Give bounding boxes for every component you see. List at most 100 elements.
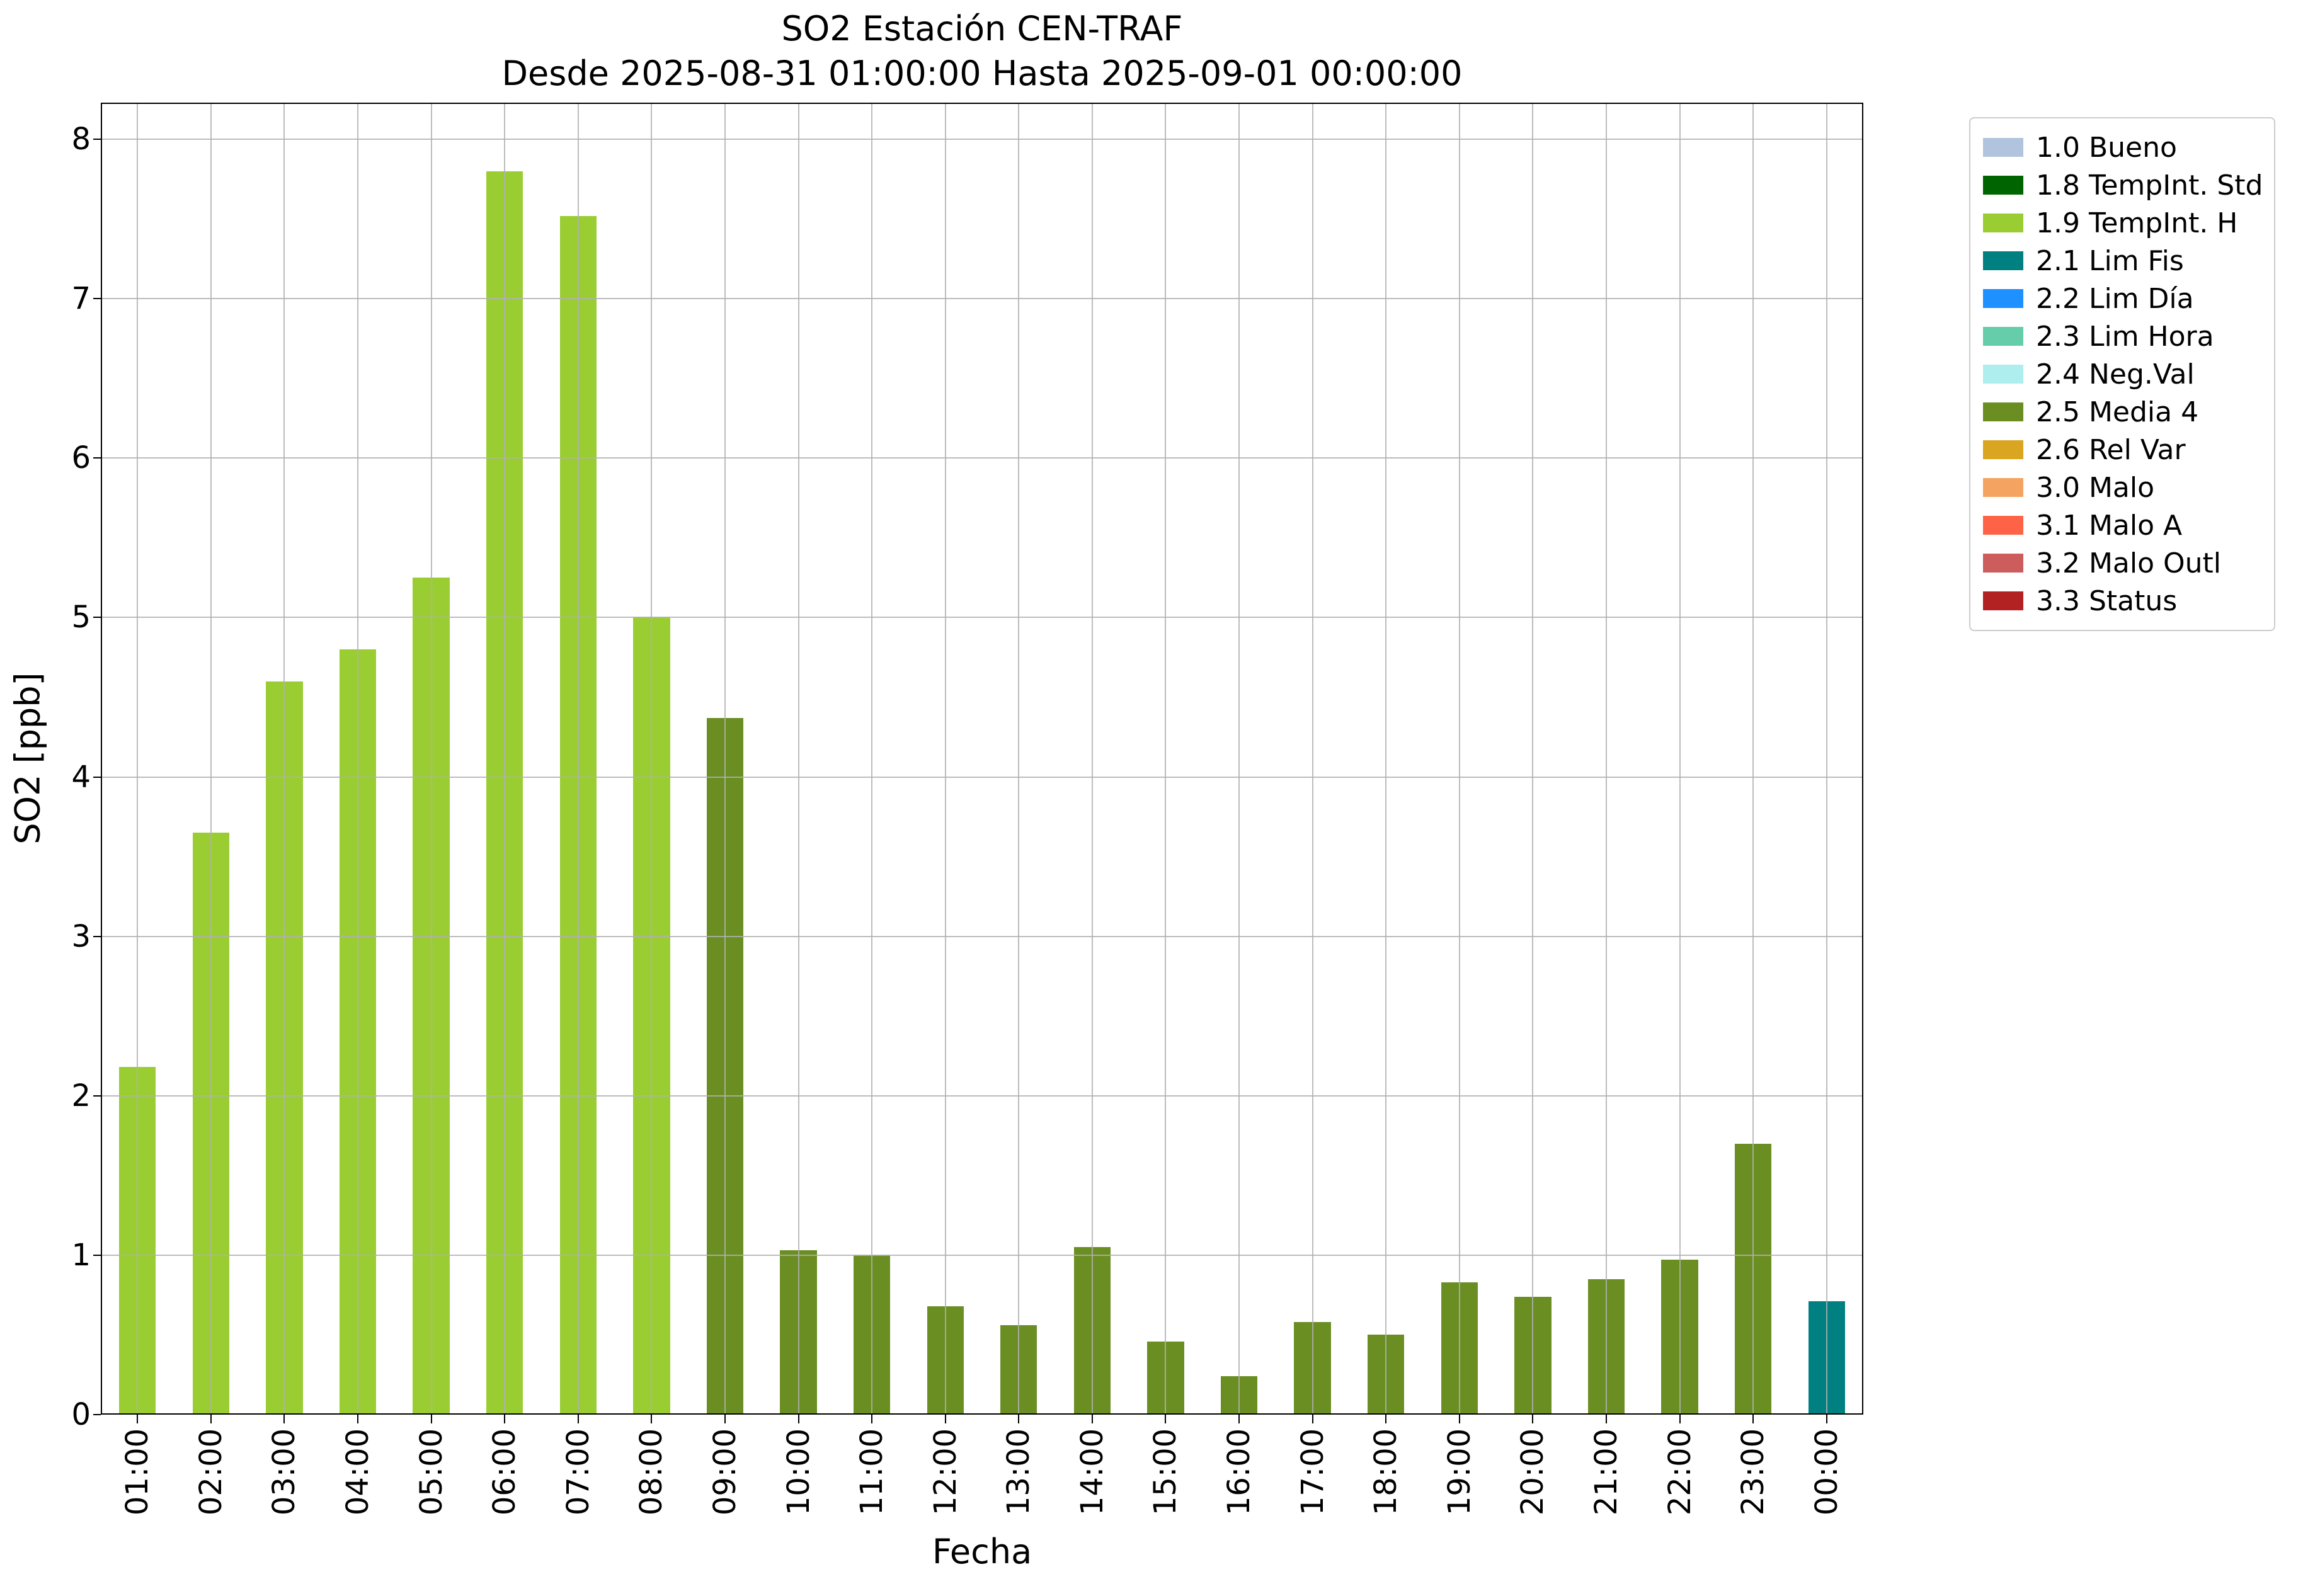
y-tick-label: 5 xyxy=(71,600,91,636)
x-tick xyxy=(504,1415,506,1423)
legend-swatch xyxy=(1983,516,2023,535)
legend-item: 3.0 Malo xyxy=(1983,469,2261,506)
x-tick-label: 06:00 xyxy=(487,1428,523,1516)
x-tick-label: 16:00 xyxy=(1221,1428,1257,1516)
x-tick xyxy=(724,1415,726,1423)
legend-swatch xyxy=(1983,176,2023,195)
x-tick xyxy=(137,1415,139,1423)
x-tick xyxy=(1826,1415,1827,1423)
bar xyxy=(1808,1301,1845,1415)
legend-swatch xyxy=(1983,327,2023,346)
bar xyxy=(1587,1279,1625,1415)
v-gridline xyxy=(1458,103,1460,1415)
y-tick-label: 7 xyxy=(71,281,91,317)
v-gridline xyxy=(797,103,799,1415)
x-axis-label: Fecha xyxy=(932,1532,1032,1571)
legend-swatch xyxy=(1983,289,2023,308)
legend-label: 2.6 Rel Var xyxy=(2036,433,2186,466)
legend-swatch xyxy=(1983,440,2023,459)
v-gridline xyxy=(1826,103,1827,1415)
h-gridline xyxy=(101,617,1863,618)
bar xyxy=(486,171,523,1415)
v-gridline xyxy=(1605,103,1607,1415)
bar xyxy=(633,617,670,1415)
x-tick xyxy=(871,1415,873,1423)
legend-label: 1.0 Bueno xyxy=(2036,131,2177,164)
legend-item: 2.2 Lim Día xyxy=(1983,280,2261,317)
legend-item: 2.3 Lim Hora xyxy=(1983,317,2261,355)
x-tick xyxy=(1238,1415,1240,1423)
legend-swatch xyxy=(1983,402,2023,421)
bar xyxy=(266,681,303,1415)
bar xyxy=(927,1306,964,1415)
y-tick-label: 4 xyxy=(71,759,91,795)
legend-swatch xyxy=(1983,554,2023,573)
x-tick-label: 12:00 xyxy=(927,1428,963,1516)
legend-item: 2.6 Rel Var xyxy=(1983,431,2261,469)
x-tick-label: 10:00 xyxy=(780,1428,816,1516)
bar xyxy=(192,833,229,1415)
v-gridline xyxy=(1091,103,1093,1415)
legend-swatch xyxy=(1983,478,2023,497)
y-tick-label: 8 xyxy=(71,122,91,157)
x-tick-label: 03:00 xyxy=(266,1428,302,1516)
bar xyxy=(1073,1247,1111,1415)
legend-item: 2.1 Lim Fis xyxy=(1983,242,2261,280)
legend-label: 3.3 Status xyxy=(2036,584,2178,617)
y-tick xyxy=(93,457,101,459)
y-tick-label: 6 xyxy=(71,440,91,476)
x-tick-label: 15:00 xyxy=(1148,1428,1184,1516)
x-tick-label: 02:00 xyxy=(193,1428,229,1516)
bar xyxy=(1514,1296,1552,1415)
legend-label: 1.9 TempInt. H xyxy=(2036,207,2238,239)
y-tick-label: 2 xyxy=(71,1078,91,1114)
bar xyxy=(706,717,744,1415)
x-tick xyxy=(430,1415,432,1423)
x-tick-label: 09:00 xyxy=(707,1428,743,1516)
v-gridline xyxy=(944,103,946,1415)
bar xyxy=(339,649,377,1415)
x-tick xyxy=(944,1415,946,1423)
x-tick-label: 01:00 xyxy=(120,1428,156,1516)
x-tick xyxy=(1312,1415,1313,1423)
v-gridline xyxy=(1018,103,1020,1415)
legend-item: 1.0 Bueno xyxy=(1983,128,2261,166)
x-tick-label: 05:00 xyxy=(413,1428,449,1516)
legend-label: 2.1 Lim Fis xyxy=(2036,244,2184,277)
x-tick xyxy=(1752,1415,1754,1423)
y-tick xyxy=(93,1254,101,1256)
legend-label: 2.4 Neg.Val xyxy=(2036,358,2195,390)
v-gridline xyxy=(871,103,873,1415)
legend-swatch xyxy=(1983,251,2023,270)
x-tick xyxy=(357,1415,359,1423)
x-tick-label: 23:00 xyxy=(1735,1428,1771,1516)
bar xyxy=(853,1255,891,1415)
x-tick xyxy=(797,1415,799,1423)
legend-label: 1.8 TempInt. Std xyxy=(2036,169,2263,202)
x-tick xyxy=(1091,1415,1093,1423)
legend-label: 3.0 Malo xyxy=(2036,471,2155,504)
y-tick xyxy=(93,298,101,300)
legend: 1.0 Bueno 1.8 TempInt. Std 1.9 TempInt. H 2… xyxy=(1969,117,2275,631)
h-gridline xyxy=(101,298,1863,300)
x-tick-label: 14:00 xyxy=(1074,1428,1110,1516)
y-tick-label: 1 xyxy=(71,1237,91,1273)
x-tick-label: 04:00 xyxy=(340,1428,376,1516)
bar xyxy=(1734,1143,1772,1415)
x-tick-label: 07:00 xyxy=(560,1428,596,1516)
x-tick xyxy=(1385,1415,1387,1423)
x-tick xyxy=(1532,1415,1534,1423)
y-tick-label: 3 xyxy=(71,918,91,954)
x-tick-label: 11:00 xyxy=(854,1428,890,1516)
legend-item: 2.5 Media 4 xyxy=(1983,393,2261,431)
legend-label: 2.2 Lim Día xyxy=(2036,282,2194,315)
x-tick-label: 18:00 xyxy=(1368,1428,1404,1516)
chart-title: SO2 Estación CEN-TRAF xyxy=(781,9,1183,48)
legend-item: 2.4 Neg.Val xyxy=(1983,355,2261,393)
h-gridline xyxy=(101,457,1863,459)
legend-swatch xyxy=(1983,365,2023,384)
title-block: SO2 Estación CEN-TRAF Desde 2025-08-31 0… xyxy=(101,6,1863,96)
v-gridline xyxy=(1385,103,1387,1415)
